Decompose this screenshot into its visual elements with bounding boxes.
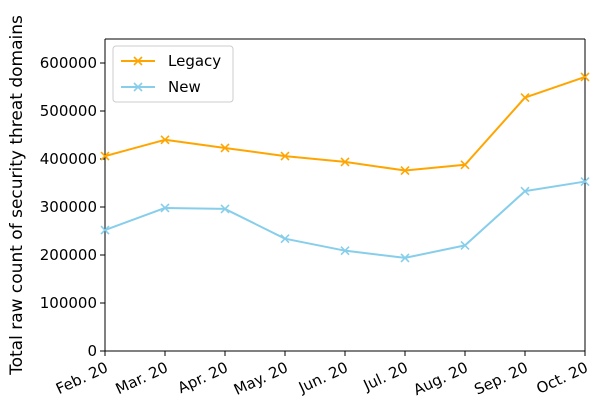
y-tick-label: 200000 (40, 246, 97, 264)
data-point-legacy (220, 143, 230, 153)
data-point-legacy (460, 160, 470, 170)
data-point-legacy (400, 165, 410, 176)
data-point-legacy (340, 157, 350, 167)
legend-label: Legacy (168, 52, 221, 70)
y-tick-label: 0 (87, 342, 97, 360)
y-tick-label: 500000 (40, 102, 97, 120)
legend-entry-legacy: Legacy (121, 52, 221, 70)
x-tick-label: Jul. 20 (360, 358, 411, 394)
legend: Legacy New (112, 45, 234, 103)
legend-marker (133, 82, 143, 92)
x-tick-label: Oct. 20 (534, 358, 591, 397)
data-point-new (460, 240, 470, 250)
y-tick-label: 600000 (40, 54, 97, 72)
y-tick-label: 300000 (40, 198, 97, 216)
data-point-new (340, 246, 350, 256)
series-line-new (104, 180, 586, 259)
data-point-legacy (580, 72, 590, 82)
x-tick-label: Apr. 20 (175, 358, 231, 397)
data-point-new (220, 204, 230, 214)
data-point-legacy (160, 135, 170, 145)
data-point-new (280, 234, 290, 244)
legend-marker (133, 56, 143, 66)
data-point-new (580, 176, 590, 187)
data-point-new (100, 225, 110, 235)
data-point-new (160, 203, 170, 213)
x-tick-label: Feb. 20 (53, 358, 111, 398)
data-point-legacy (520, 92, 530, 103)
data-point-new (520, 186, 530, 196)
y-axis-title: Total raw count of security threat domai… (7, 15, 27, 376)
y-tick-label: 400000 (40, 150, 97, 168)
data-point-legacy (280, 151, 290, 161)
data-point-legacy (100, 151, 110, 161)
series-layer (100, 72, 590, 263)
y-axis-ticks: 0 100000 200000 300000 400000 500000 600000 (40, 54, 105, 360)
x-tick-label: Jun. 20 (295, 358, 351, 397)
data-point-new (400, 253, 410, 263)
x-tick-label: Mar. 20 (113, 358, 171, 398)
x-tick-label: Aug. 20 (411, 358, 471, 399)
legend-label: New (168, 78, 201, 96)
x-tick-label: Sep. 20 (472, 358, 531, 398)
legend-entry-new: New (121, 78, 201, 96)
y-tick-label: 100000 (40, 294, 97, 312)
x-axis-ticks: Feb. 20 Mar. 20 Apr. 20 May. 20 Jun. 20 Jul. … (53, 351, 591, 399)
x-tick-label: May. 20 (231, 358, 291, 399)
